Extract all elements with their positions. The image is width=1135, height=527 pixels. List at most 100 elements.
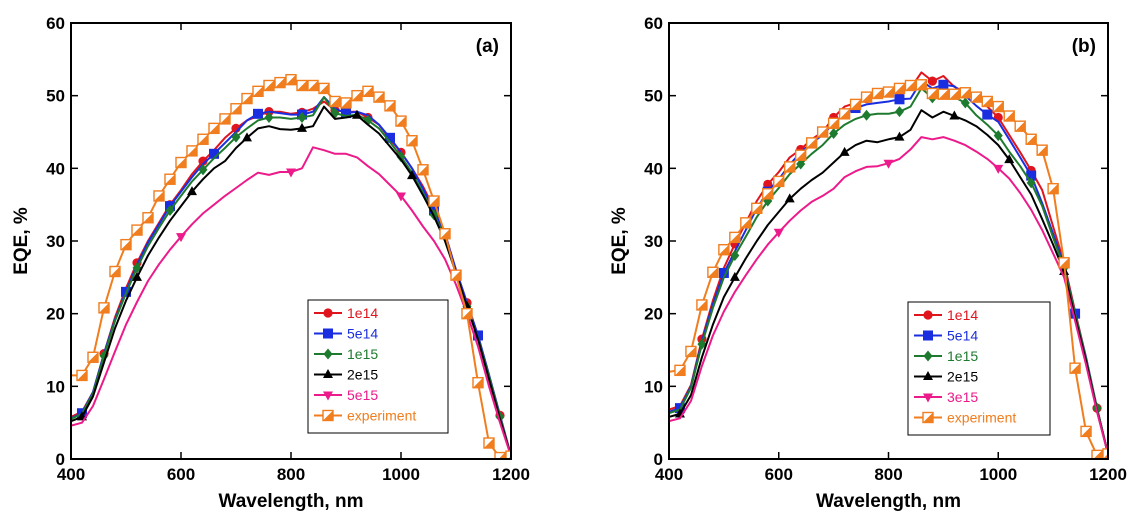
series-experiment-point xyxy=(674,364,686,377)
y-tick-label: 20 xyxy=(644,305,663,324)
series-experiment-point xyxy=(307,79,319,92)
series-experiment-point-fill xyxy=(960,87,971,98)
series-1e15-point xyxy=(829,127,839,139)
series-experiment-point-fill xyxy=(132,225,142,236)
series-1e15-point xyxy=(264,111,274,123)
series-experiment-point-fill xyxy=(729,232,740,243)
x-axis-label: Wavelength, nm xyxy=(219,491,364,512)
x-tick-label: 1200 xyxy=(492,465,530,484)
series-experiment-point xyxy=(937,88,950,100)
series-experiment-point-fill xyxy=(927,88,938,99)
series-1e15-point xyxy=(165,204,175,216)
series-experiment-point xyxy=(795,149,807,161)
y-tick-label: 30 xyxy=(644,232,663,251)
series-group xyxy=(71,73,511,459)
series-experiment-point xyxy=(98,302,110,314)
legend-1e14-marker xyxy=(323,308,333,318)
series-2e15-line xyxy=(71,105,511,457)
series-experiment-point xyxy=(395,115,407,127)
series-experiment-point-fill xyxy=(209,123,219,134)
legend-5e15-marker xyxy=(323,391,333,401)
series-experiment-point-fill xyxy=(795,150,806,161)
series-experiment-point xyxy=(849,98,862,111)
series-experiment-point-fill xyxy=(1059,257,1070,268)
x-tick-label: 400 xyxy=(655,465,683,484)
y-tick-label: 40 xyxy=(644,159,663,178)
legend-1e15-marker xyxy=(923,350,933,362)
series-experiment-point xyxy=(740,217,752,229)
legend: 1e14 5e14 1e15 2e15 3e15 experiment xyxy=(907,301,1051,436)
series-experiment-point xyxy=(329,95,341,108)
legend-2e15-label: 2e15 xyxy=(347,367,378,383)
series-experiment-point xyxy=(992,100,1004,113)
legend-5e15-label: 5e15 xyxy=(347,387,378,403)
series-experiment-point-fill xyxy=(1004,111,1015,122)
series-experiment-point xyxy=(970,91,982,103)
series-2e15-point xyxy=(949,110,960,120)
series-experiment-point-fill xyxy=(264,80,274,91)
series-experiment-point xyxy=(1091,449,1103,459)
x-tick-label: 600 xyxy=(765,465,793,484)
series-experiment-point xyxy=(729,231,741,244)
series-experiment-point-fill xyxy=(674,365,685,376)
series-experiment-point xyxy=(76,369,88,382)
series-experiment-point-fill xyxy=(198,134,208,145)
series-experiment-point xyxy=(197,133,209,145)
series-experiment-point xyxy=(296,79,308,92)
series-experiment-point xyxy=(285,73,297,86)
series-2e15-point xyxy=(407,170,417,180)
y-tick-label: 10 xyxy=(644,377,663,396)
series-1e14-point xyxy=(198,156,208,166)
series-2e15-point xyxy=(187,186,197,196)
series-experiment-point-fill xyxy=(484,438,494,449)
series-experiment-point-fill xyxy=(1048,183,1059,194)
legend-3e15-marker xyxy=(923,393,933,403)
series-experiment-point-fill xyxy=(374,92,384,103)
series-experiment-point xyxy=(827,117,840,129)
series-experiment-point-fill xyxy=(110,266,120,277)
series-5e14-line xyxy=(669,80,1108,455)
series-experiment-point-fill xyxy=(1081,426,1092,437)
series-experiment-point xyxy=(384,100,396,112)
series-experiment-point-fill xyxy=(275,77,285,88)
series-1e15-point xyxy=(796,158,806,170)
y-tick-label: 0 xyxy=(654,450,663,469)
series-experiment-point-fill xyxy=(971,92,982,103)
series-experiment-point xyxy=(1036,144,1048,156)
y-tick-label: 10 xyxy=(46,377,65,396)
series-experiment-point-box xyxy=(505,450,511,459)
series-experiment-point-fill xyxy=(993,101,1004,112)
x-axis-label: Wavelength, nm xyxy=(816,491,961,512)
series-2e15-point xyxy=(132,271,142,281)
series-experiment-point-fill xyxy=(883,87,894,98)
y-tick-label: 40 xyxy=(46,159,65,178)
series-experiment-point xyxy=(1069,362,1081,374)
series-experiment-point xyxy=(959,87,972,99)
series-experiment-point-fill xyxy=(165,174,175,185)
series-experiment-point-fill xyxy=(473,377,483,388)
legend: 1e14 5e14 1e15 2e15 5e15 experiment xyxy=(307,299,449,434)
x-tick-label: 800 xyxy=(874,465,902,484)
series-experiment-point-fill xyxy=(685,346,696,357)
series-experiment-point-fill xyxy=(341,97,351,108)
series-experiment-point xyxy=(1058,257,1070,269)
x-tick-label: 800 xyxy=(277,465,305,484)
series-experiment-point xyxy=(762,188,774,200)
series-1e15-point xyxy=(730,250,740,262)
x-tick-label: 1200 xyxy=(1089,465,1127,484)
series-5e15-point xyxy=(176,233,186,243)
series-experiment-point-fill xyxy=(99,302,109,313)
series-2e15-point xyxy=(784,193,795,203)
plot-frame xyxy=(668,22,1109,460)
series-experiment-point xyxy=(1047,182,1059,195)
series-experiment-point xyxy=(406,135,418,147)
series-experiment-point-fill xyxy=(319,83,329,94)
series-2e15-point xyxy=(729,271,740,281)
legend-experiment-label: experiment xyxy=(947,410,1016,426)
series-experiment-point-fill xyxy=(894,83,905,94)
series-experiment-point-fill xyxy=(938,89,949,100)
series-experiment-point xyxy=(164,173,176,185)
legend-5e14-marker xyxy=(923,330,933,341)
x-tick-label: 1000 xyxy=(979,465,1017,484)
series-experiment-point-fill xyxy=(187,145,197,156)
